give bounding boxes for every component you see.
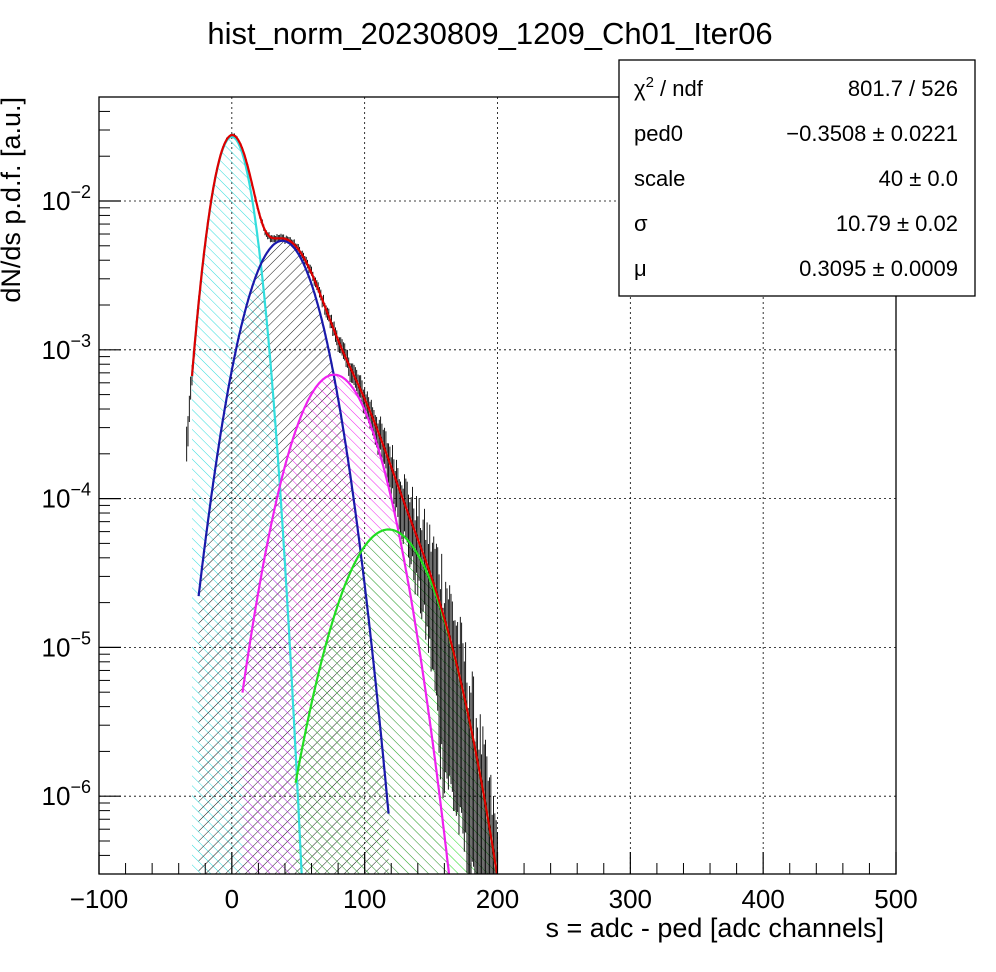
stats-box: χ2 / ndf 801.7 / 526 ped0 −0.3508 ± 0.0221 s… xyxy=(618,59,976,297)
stat-label: ped0 xyxy=(634,121,683,146)
x-tick-label: 200 xyxy=(476,884,519,914)
stat-value: 801.7 / 526 xyxy=(848,76,958,101)
y-tick-label: 10−6 xyxy=(42,777,91,811)
x-axis-ticks: −100 0 100 200 300 400 500 xyxy=(70,852,918,914)
stat-value: 0.3095 ± 0.0009 xyxy=(799,256,958,281)
component-curve-2 xyxy=(197,239,390,814)
x-tick-label: 300 xyxy=(609,884,652,914)
x-tick-label: 0 xyxy=(225,884,239,914)
component-curve-3 xyxy=(241,373,451,874)
y-tick-label: 10−3 xyxy=(42,331,91,365)
x-tick-label: 100 xyxy=(343,884,386,914)
stat-label: scale xyxy=(634,166,685,191)
x-tick-label: −100 xyxy=(70,884,129,914)
stat-value: 40 ± 0.0 xyxy=(879,166,958,191)
stat-value: 10.79 ± 0.02 xyxy=(836,211,958,236)
component-fills xyxy=(192,136,497,874)
total-fit-curve xyxy=(190,134,499,874)
y-axis-ticks: 10−2 10−3 10−4 10−5 10−6 xyxy=(42,110,121,856)
stat-label: χ2 / ndf xyxy=(634,74,704,101)
x-axis-label: s = adc - ped [adc channels] xyxy=(546,913,884,943)
stat-label: σ xyxy=(634,211,648,236)
stat-value: −0.3508 ± 0.0221 xyxy=(786,121,958,146)
y-tick-label: 10−2 xyxy=(42,182,91,216)
y-axis-label: dN/ds p.d.f. [a.u.] xyxy=(0,97,26,303)
y-tick-label: 10−5 xyxy=(42,628,91,662)
stats-box-frame xyxy=(618,59,976,297)
component-fill-4 xyxy=(295,529,497,874)
chart-title: hist_norm_20230809_1209_Ch01_Iter06 xyxy=(207,16,772,51)
stat-label: μ xyxy=(634,256,647,281)
x-tick-label: 500 xyxy=(874,884,917,914)
fit-curves xyxy=(190,134,499,874)
x-tick-label: 400 xyxy=(741,884,784,914)
y-tick-label: 10−4 xyxy=(42,480,91,514)
